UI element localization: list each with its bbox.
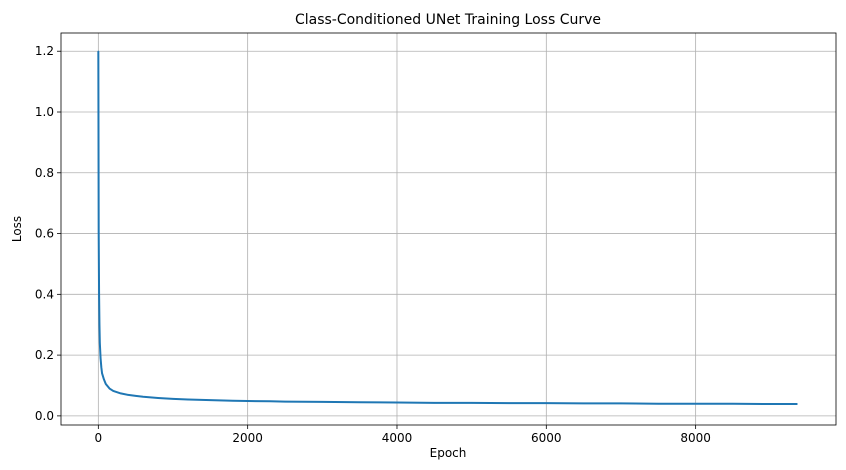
x-axis-label: Epoch [430,446,467,460]
loss-data-point [100,366,102,368]
loss-data-point [321,401,323,403]
loss-data-point [97,50,99,52]
loss-data-point [359,401,361,403]
loss-data-point [99,357,102,359]
y-axis-label: Loss [10,216,24,242]
axis-ticks: 0 2000 4000 6000 8000 0.0 0.2 0.4 0.6 0.8 1.0 1.2 [35,44,711,445]
y-tick-label: 1.2 [35,44,54,58]
grid-lines [61,33,836,425]
loss-data-point [284,401,286,403]
loss-data-point [732,403,734,405]
loss-data-point [187,398,189,401]
loss-data-point [232,400,234,402]
loss-data-point [269,400,271,402]
x-tick-label: 6000 [531,431,562,445]
loss-data-point [103,378,105,381]
loss-data-point [620,402,622,405]
loss-data-point [98,293,100,295]
loss-data-point [796,403,798,405]
loss-data-point [545,402,547,404]
y-tick-label: 1.0 [35,105,54,119]
loss-data-point [149,396,152,398]
loss-data-point [112,390,114,392]
loss-data-point [657,403,659,405]
loss-data-point [433,402,435,404]
loss-data-point [120,392,122,394]
loss-data-point [695,403,697,405]
x-tick-label: 8000 [680,431,711,445]
chart-title: Class-Conditioned UNet Training Loss Cur… [295,12,601,28]
loss-data-point [396,401,398,404]
loss-data-point [583,402,585,405]
loss-data-point [209,399,211,401]
x-tick-label: 2000 [232,431,263,445]
y-tick-label: 0.8 [35,166,54,180]
loss-data-point [99,342,101,344]
loss-data-point [135,395,137,397]
plot-frame [60,32,837,426]
loss-data-point [247,400,249,402]
y-tick-label: 0.0 [35,409,54,423]
loss-data-point [157,397,159,399]
loss-data-point [471,402,473,404]
loss-data-point [142,396,144,398]
y-tick-label: 0.6 [35,227,54,241]
loss-data-point [105,383,107,385]
y-tick-label: 0.2 [35,348,54,362]
y-tick-label: 0.4 [35,287,54,301]
loss-data-point [108,387,111,390]
loss-data-point [98,232,100,235]
x-tick-label: 0 [95,431,103,445]
loss-data-point [508,402,510,404]
loss-data-point [769,403,771,405]
loss-data-point [127,394,129,396]
series-layer [97,50,798,406]
x-tick-label: 4000 [382,431,413,445]
loss-data-point [172,398,174,400]
loss-data-point [101,372,103,374]
loss-data-point [98,324,101,326]
